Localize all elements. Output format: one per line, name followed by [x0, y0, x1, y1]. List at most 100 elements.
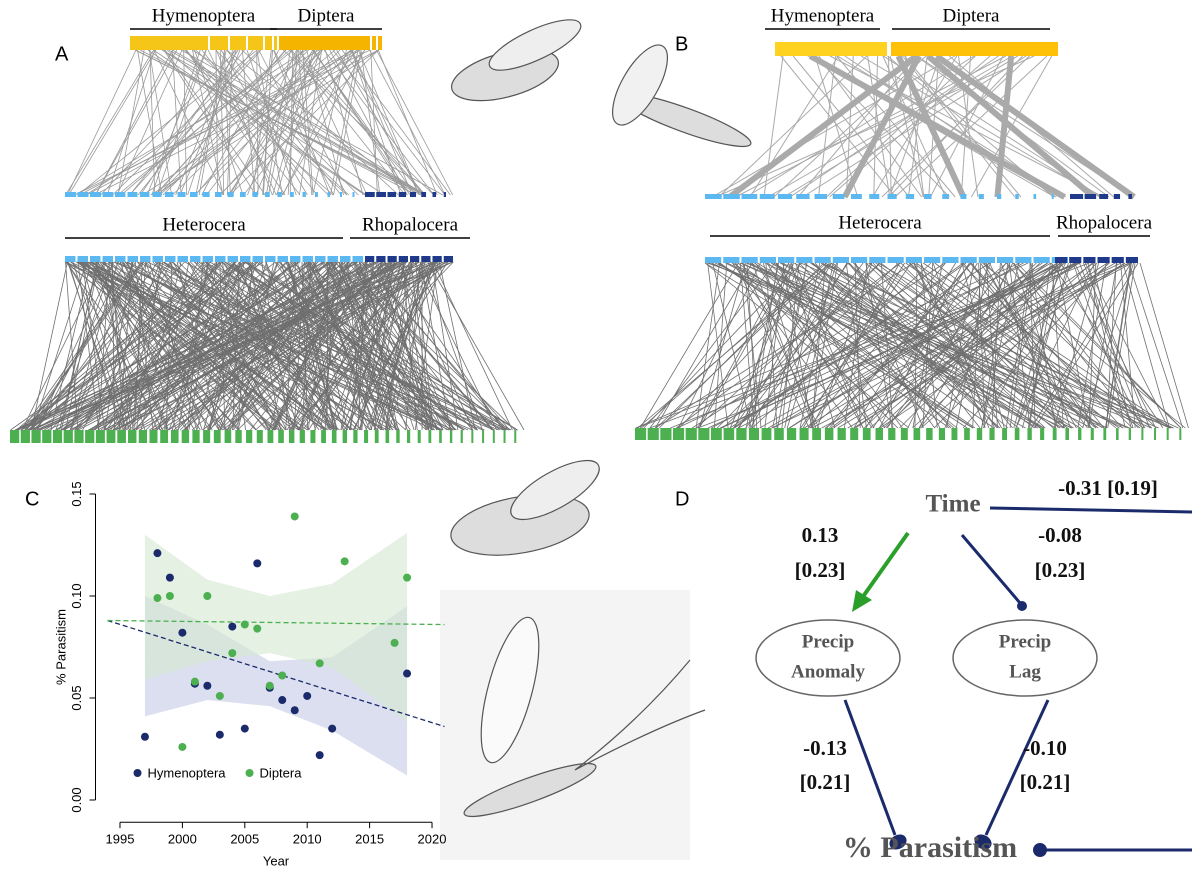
y-tick-label: 0.00	[69, 787, 84, 812]
data-point	[203, 682, 211, 690]
plant-bar	[396, 430, 399, 443]
bar-gap	[208, 36, 210, 50]
x-tick-label: 2000	[168, 832, 197, 847]
host-bar	[140, 256, 151, 262]
edge-label: [0.21]	[800, 770, 851, 794]
host-bar	[278, 192, 282, 197]
plant-bar	[1027, 428, 1031, 440]
host-bar	[65, 256, 76, 262]
plant-bar	[736, 428, 746, 440]
host-bar	[1098, 257, 1110, 263]
data-point	[241, 725, 249, 733]
host-bar	[203, 256, 214, 262]
host-bar	[1114, 194, 1120, 199]
edge	[845, 700, 895, 835]
network-link	[730, 56, 917, 197]
host-bar	[1112, 257, 1124, 263]
data-point	[141, 733, 149, 741]
host-bar	[90, 192, 101, 197]
host-bar	[942, 194, 949, 199]
host-bar	[240, 256, 251, 262]
host-bar	[353, 192, 355, 197]
host-bar	[315, 256, 326, 262]
host-bar	[190, 256, 201, 262]
plant-bar	[1141, 428, 1143, 440]
host-bar	[1015, 257, 1031, 263]
bar-gap	[272, 36, 274, 50]
plant-bar	[977, 428, 982, 440]
plant-bar	[149, 430, 157, 443]
plant-bar	[850, 428, 858, 440]
data-point	[291, 512, 299, 520]
data-point	[278, 696, 286, 704]
host-bar	[705, 194, 722, 199]
data-point	[241, 621, 249, 629]
host-bar	[906, 194, 914, 199]
plant-bar	[332, 430, 337, 443]
host-bar	[705, 257, 721, 263]
host-bar	[240, 192, 246, 197]
plant-bar	[686, 428, 697, 440]
host-bar	[215, 192, 222, 197]
plant-bar	[439, 430, 442, 443]
data-point	[228, 623, 236, 631]
network-link	[700, 263, 746, 428]
plant-bar	[888, 428, 895, 440]
host-bar	[851, 257, 867, 263]
legend-marker	[246, 769, 254, 777]
plant-bar	[171, 430, 179, 443]
data-point	[153, 594, 161, 602]
host-bar	[376, 192, 386, 197]
scatter-chart: 1995200020052010201520200.000.050.100.15…	[53, 481, 446, 868]
group-label: Hymenoptera	[771, 5, 875, 26]
host-bar	[796, 257, 812, 263]
host-bar	[253, 256, 264, 262]
plant-bar	[838, 428, 846, 440]
data-point	[166, 592, 174, 600]
x-axis-label: Year	[263, 854, 290, 869]
host-bar	[140, 192, 149, 197]
plant-bar	[450, 430, 452, 443]
host-bar	[833, 257, 849, 263]
plant-bar	[289, 430, 294, 443]
group-label: Rhopalocera	[362, 214, 459, 235]
edge-label: [0.21]	[1020, 770, 1071, 794]
edge	[862, 533, 908, 598]
plant-bar	[64, 430, 73, 443]
plant-bar	[42, 430, 51, 443]
plant-bar	[673, 428, 684, 440]
data-point	[303, 692, 311, 700]
plant-bar	[21, 430, 30, 443]
host-bar	[303, 256, 314, 262]
host-bar	[1015, 194, 1018, 199]
plant-bar	[749, 428, 759, 440]
host-bar	[760, 257, 776, 263]
plant-bar	[117, 430, 126, 443]
plant-bar	[648, 428, 659, 440]
host-bar	[315, 192, 318, 197]
plant-bar	[343, 430, 347, 443]
data-point	[228, 649, 236, 657]
host-bar	[421, 256, 430, 262]
plant-bar	[375, 430, 379, 443]
plant-bar	[214, 430, 221, 443]
host-bar	[410, 256, 419, 262]
host-bar	[365, 192, 375, 197]
parasitoid-bar	[130, 36, 277, 50]
host-bar	[742, 257, 758, 263]
host-bar	[115, 256, 126, 262]
figure: HymenopteraDipteraHeteroceraRhopaloceraH…	[0, 0, 1194, 871]
network-link	[678, 263, 760, 428]
plant-bar	[1015, 428, 1020, 440]
data-point	[266, 682, 274, 690]
plant-bar	[353, 430, 357, 443]
host-bar	[869, 194, 879, 199]
data-point	[178, 743, 186, 751]
host-bar	[340, 192, 342, 197]
host-bar	[444, 256, 453, 262]
plant-bar	[482, 430, 484, 443]
host-bar	[303, 192, 306, 197]
host-bar	[979, 257, 995, 263]
host-bar	[78, 192, 89, 197]
panel-label: B	[675, 33, 688, 55]
